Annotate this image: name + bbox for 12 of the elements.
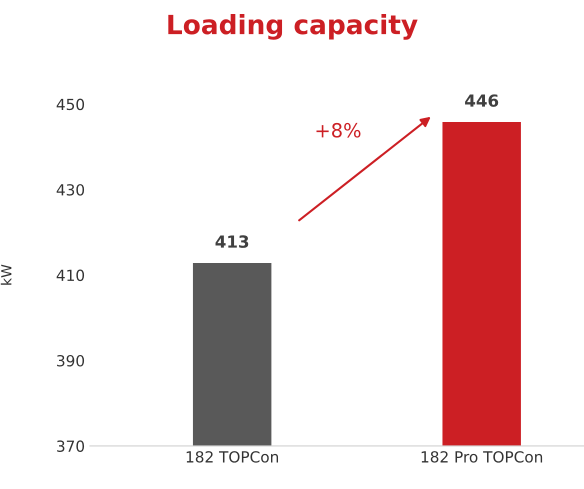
y-axis-title: kW: [0, 264, 12, 285]
data-label: 413: [216, 235, 248, 248]
data-label: 446: [465, 94, 498, 107]
y-tick-label: 390: [57, 354, 84, 367]
x-tick-label: 182 Pro TOPCon: [422, 451, 542, 463]
chart-title: Loading capacity: [168, 14, 418, 40]
y-tick-label: 450: [56, 98, 84, 110]
y-tick-label: 430: [56, 184, 84, 196]
x-tick-label: 182 TOPCon: [186, 451, 278, 463]
y-tick-label: 370: [57, 440, 84, 452]
annotation: +8%: [316, 122, 360, 138]
y-tick-label: 410: [56, 270, 84, 282]
